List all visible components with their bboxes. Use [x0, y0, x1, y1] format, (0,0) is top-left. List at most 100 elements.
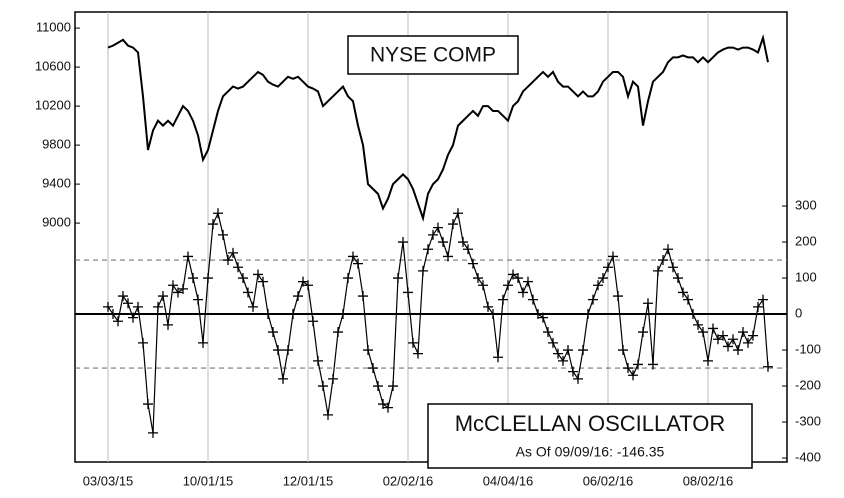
- oscillator-marker: [728, 334, 738, 345]
- oscillator-marker: [448, 219, 458, 230]
- x-tick-label: 12/01/15: [283, 473, 334, 488]
- y2-tick-label: -200: [795, 377, 821, 392]
- x-tick-label: 08/02/16: [683, 473, 734, 488]
- oscillator-marker: [473, 273, 483, 284]
- x-tick-label: 06/02/16: [583, 473, 634, 488]
- oscillator-marker: [393, 273, 403, 284]
- oscillator-marker: [708, 323, 718, 334]
- oscillator-marker: [228, 247, 238, 258]
- oscillator-marker: [673, 273, 683, 284]
- oscillator-marker: [253, 269, 263, 280]
- y2-tick-label: -400: [795, 449, 821, 464]
- oscillator-marker: [183, 251, 193, 262]
- oscillator-marker: [268, 327, 278, 338]
- oscillator-marker: [718, 330, 728, 341]
- oscillator-marker: [373, 381, 383, 392]
- y2-tick-label: 200: [795, 233, 817, 248]
- oscillator-marker: [273, 345, 283, 356]
- oscillator-marker: [223, 255, 233, 266]
- oscillator-marker: [408, 337, 418, 348]
- y-tick-label: 10200: [35, 98, 71, 113]
- oscillator-marker: [483, 301, 493, 312]
- y2-tick-label: -300: [795, 413, 821, 428]
- oscillator-marker: [133, 301, 143, 312]
- oscillator-marker: [643, 298, 653, 309]
- oscillator-marker: [733, 345, 743, 356]
- oscillator-marker: [308, 316, 318, 327]
- oscillator-marker: [498, 294, 508, 305]
- oscillator-marker: [688, 309, 698, 320]
- y-tick-label: 9000: [42, 215, 71, 230]
- oscillator-marker: [318, 381, 328, 392]
- oscillator-marker: [138, 337, 148, 348]
- oscillator-marker: [118, 291, 128, 302]
- oscillator-marker: [193, 294, 203, 305]
- y2-tick-label: 300: [795, 197, 817, 212]
- oscillator-marker: [463, 244, 473, 255]
- oscillator-marker: [628, 370, 638, 381]
- oscillator-marker: [578, 345, 588, 356]
- oscillator-marker: [583, 309, 593, 320]
- oscillator-marker: [338, 309, 348, 320]
- oscillator-marker: [693, 319, 703, 330]
- oscillator-marker: [653, 265, 663, 276]
- oscillator-marker: [413, 348, 423, 359]
- oscillator-marker: [648, 359, 658, 370]
- price-line: [107, 34, 769, 223]
- oscillator-marker: [428, 229, 438, 240]
- oscillator-marker: [398, 237, 408, 248]
- oscillator-marker: [678, 287, 688, 298]
- oscillator-marker: [568, 366, 578, 377]
- chart-title: NYSE COMP: [370, 44, 496, 67]
- oscillator-marker: [243, 287, 253, 298]
- oscillator-marker: [293, 291, 303, 302]
- oscillator-marker: [658, 255, 668, 266]
- oscillator-marker: [443, 251, 453, 262]
- oscillator-marker: [538, 312, 548, 323]
- y-tick-label: 9400: [42, 176, 71, 191]
- y2-tick-label: 100: [795, 269, 817, 284]
- oscillator-marker: [148, 427, 158, 438]
- oscillator-marker: [403, 287, 413, 298]
- osc-title: McCLELLAN OSCILLATOR: [455, 411, 726, 436]
- oscillator-marker: [478, 280, 488, 291]
- y-tick-label: 11000: [36, 20, 71, 35]
- oscillator-marker: [548, 337, 558, 348]
- oscillator-marker: [383, 402, 393, 413]
- title-box: [347, 35, 519, 75]
- oscillator-marker: [158, 291, 168, 302]
- oscillator-marker: [433, 222, 443, 233]
- oscillator-marker: [328, 373, 338, 384]
- oscillator-marker: [618, 345, 628, 356]
- oscillator-marker: [468, 258, 478, 269]
- oscillator-marker: [683, 294, 693, 305]
- oscillator-marker: [368, 363, 378, 374]
- oscillator-marker: [608, 251, 618, 262]
- oscillator-marker: [523, 276, 533, 287]
- oscillator-marker: [503, 280, 513, 291]
- oscillator-marker: [763, 361, 773, 372]
- oscillator-marker: [753, 301, 763, 312]
- oscillator-marker: [563, 345, 573, 356]
- oscillator-marker: [333, 327, 343, 338]
- oscillator-marker: [493, 352, 503, 363]
- oscillator-marker: [438, 237, 448, 248]
- oscillator-marker: [593, 280, 603, 291]
- oscillator-marker: [738, 327, 748, 338]
- oscillator-marker: [598, 273, 608, 284]
- marks-layer: [103, 34, 773, 438]
- oscillator-marker: [113, 316, 123, 327]
- oscillator-marker: [288, 309, 298, 320]
- oscillator-marker: [553, 348, 563, 359]
- oscillator-marker: [453, 208, 463, 219]
- oscillator-marker: [303, 280, 313, 291]
- oscillator-marker: [323, 409, 333, 420]
- oscillator-marker: [663, 244, 673, 255]
- oscillator-marker: [153, 301, 163, 312]
- oscillator-marker: [123, 298, 133, 309]
- plot-frame: [74, 11, 788, 463]
- oscillator-marker: [458, 237, 468, 248]
- oscillator-marker: [668, 262, 678, 273]
- x-tick-label: 04/04/16: [483, 473, 534, 488]
